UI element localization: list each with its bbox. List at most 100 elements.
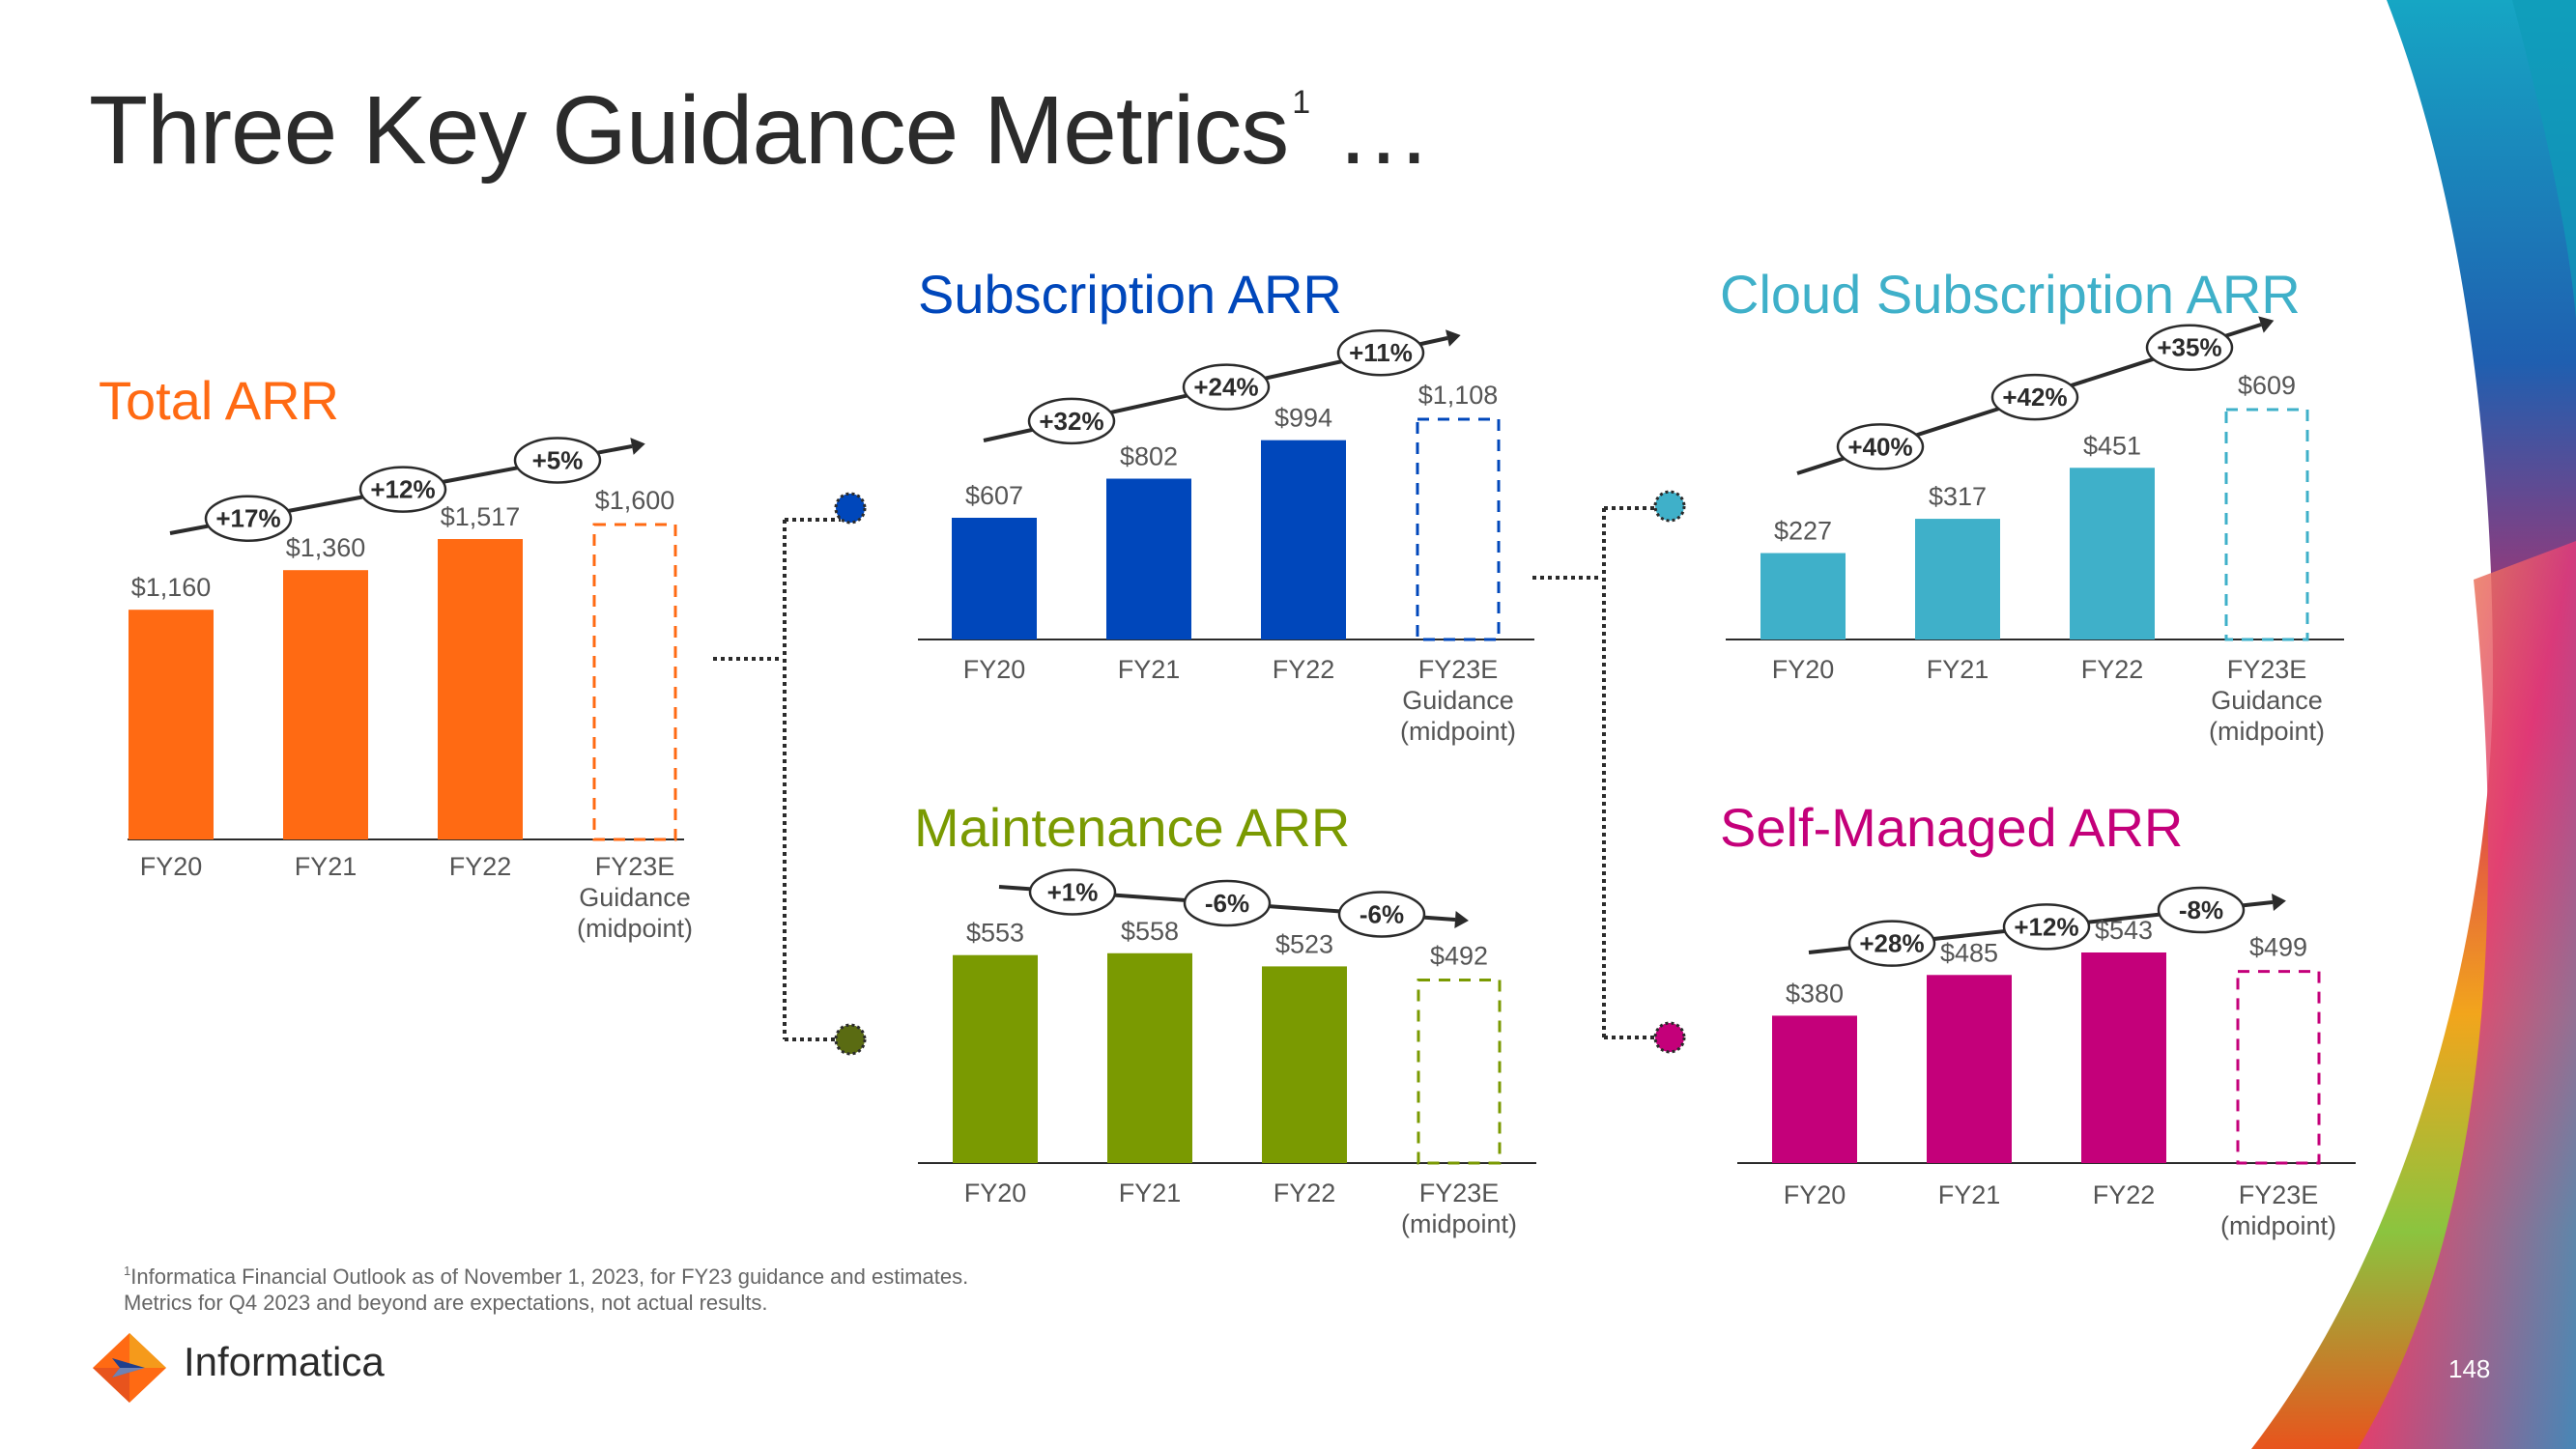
selfmanaged-trend-arrowhead xyxy=(2272,894,2286,911)
maintenance-bar-0 xyxy=(953,954,1038,1163)
total-value-label-2: $1,517 xyxy=(441,502,521,531)
cloud-category-label-1: FY21 xyxy=(1927,655,1989,684)
subscription-value-label-0: $607 xyxy=(965,481,1023,510)
footnote-text-2: Metrics for Q4 2023 and beyond are expec… xyxy=(124,1291,768,1315)
selfmanaged-growth-label-2: -8% xyxy=(2179,895,2223,924)
cloud-growth-badge-0 xyxy=(1836,423,1925,470)
maintenance-value-label-0: $553 xyxy=(966,919,1024,948)
subscription-growth-label-0: +32% xyxy=(1039,407,1103,436)
selfmanaged-bar-2 xyxy=(2081,952,2166,1163)
cloud-growth-label-2: +35% xyxy=(2157,333,2221,362)
maintenance-category-label-3: FY23E (midpoint) xyxy=(1401,1179,1517,1238)
total-growth-label-2: +5% xyxy=(532,445,584,474)
total-bar-0 xyxy=(129,610,214,839)
chart-title-total-arr: Total ARR xyxy=(99,370,339,431)
maintenance-value-label-1: $558 xyxy=(1121,917,1179,946)
connector-node-cloud xyxy=(1653,490,1686,523)
cloud-value-label-1: $317 xyxy=(1929,482,1987,511)
selfmanaged-value-label-0: $380 xyxy=(1786,979,1844,1008)
cloud-bar-1 xyxy=(1915,519,2000,639)
selfmanaged-bar-0 xyxy=(1772,1015,1857,1163)
page-title: Three Key Guidance Metrics 1 … xyxy=(89,75,1432,186)
selfmanaged-growth-label-0: +28% xyxy=(1859,929,1924,958)
subscription-bar-0 xyxy=(952,517,1037,639)
chart-title-maintenance-arr: Maintenance ARR xyxy=(914,797,1351,858)
selfmanaged-category-label-0: FY20 xyxy=(1784,1180,1846,1209)
subscription-growth-label-2: +11% xyxy=(1349,338,1413,367)
subscription-category-label-1: FY21 xyxy=(1118,655,1181,684)
total-category-label-0: FY20 xyxy=(140,852,203,881)
total-category-label-3: FY23E Guidance (midpoint) xyxy=(577,852,693,943)
maintenance-growth-label-2: -6% xyxy=(1360,900,1404,929)
maintenance-bar-3 xyxy=(1417,978,1502,1165)
footnote-text-1: Informatica Financial Outlook as of Nove… xyxy=(130,1264,969,1289)
maintenance-growth-badge-0 xyxy=(1028,868,1117,916)
total-bar-1 xyxy=(283,570,368,839)
connector-node-subscription xyxy=(834,492,867,525)
subscription-value-label-2: $994 xyxy=(1274,404,1332,433)
cloud-growth-badge-1 xyxy=(1990,373,2079,421)
selfmanaged-value-label-3: $499 xyxy=(2249,933,2307,962)
logo-wordmark: Informatica xyxy=(184,1339,385,1384)
total-value-label-3: $1,600 xyxy=(595,486,675,515)
chart-title-self-managed-arr: Self-Managed ARR xyxy=(1720,797,2184,858)
maintenance-growth-label-0: +1% xyxy=(1047,877,1099,906)
selfmanaged-category-label-3: FY23E (midpoint) xyxy=(2220,1180,2336,1240)
cloud-bar-0 xyxy=(1760,553,1846,639)
page-title-text: Three Key Guidance Metrics xyxy=(89,76,1289,185)
selfmanaged-category-label-2: FY22 xyxy=(2093,1180,2156,1209)
maintenance-category-label-0: FY20 xyxy=(964,1179,1027,1208)
total-growth-badge-0 xyxy=(204,495,293,542)
total-growth-label-0: +17% xyxy=(215,504,280,533)
selfmanaged-value-label-2: $543 xyxy=(2095,916,2153,945)
subscription-bar-1 xyxy=(1106,478,1191,639)
cloud-category-label-0: FY20 xyxy=(1772,655,1835,684)
maintenance-bar-2 xyxy=(1262,966,1347,1163)
subscription-bar-2 xyxy=(1261,440,1346,639)
total-trend-arrowhead xyxy=(630,438,645,455)
subscription-value-label-3: $1,108 xyxy=(1418,381,1499,410)
total-growth-label-1: +12% xyxy=(370,475,435,504)
chart-title-subscription-arr: Subscription ARR xyxy=(918,264,1342,325)
maintenance-growth-badge-1 xyxy=(1183,879,1272,927)
maintenance-value-label-3: $492 xyxy=(1430,941,1488,970)
maintenance-growth-label-1: -6% xyxy=(1205,889,1249,918)
title-footnote-marker: 1 xyxy=(1292,84,1310,121)
subscription-trend-arrowhead xyxy=(1445,329,1461,347)
subscription-category-label-3: FY23E Guidance (midpoint) xyxy=(1400,655,1516,746)
selfmanaged-growth-badge-2 xyxy=(2157,886,2246,934)
subscription-growth-badge-0 xyxy=(1027,397,1116,445)
total-value-label-0: $1,160 xyxy=(131,573,212,602)
total-bar-3 xyxy=(592,523,677,841)
informatica-logo-icon xyxy=(93,1333,166,1403)
informatica-logo: Informatica xyxy=(89,1329,408,1406)
cloud-value-label-3: $609 xyxy=(2238,371,2296,400)
subscription-growth-label-1: +24% xyxy=(1193,373,1258,402)
connector-node-maintenance xyxy=(834,1023,867,1056)
subscription-value-label-1: $802 xyxy=(1120,442,1178,471)
total-growth-badge-1 xyxy=(358,466,447,513)
footnote-line-1: 1Informatica Financial Outlook as of Nov… xyxy=(124,1258,968,1290)
selfmanaged-growth-badge-1 xyxy=(2002,903,2091,951)
cloud-growth-label-1: +42% xyxy=(2002,383,2067,412)
selfmanaged-growth-label-1: +12% xyxy=(2014,912,2078,941)
footnote: 1Informatica Financial Outlook as of Nov… xyxy=(124,1258,968,1316)
maintenance-category-label-2: FY22 xyxy=(1274,1179,1336,1208)
cloud-value-label-2: $451 xyxy=(2083,431,2141,460)
total-bar-2 xyxy=(438,539,523,839)
connector-node-self-managed xyxy=(1653,1021,1686,1054)
cloud-growth-label-0: +40% xyxy=(1847,432,1912,461)
subscription-growth-badge-2 xyxy=(1336,328,1425,377)
selfmanaged-category-label-1: FY21 xyxy=(1938,1180,2001,1209)
subscription-growth-badge-1 xyxy=(1182,363,1271,411)
cloud-category-label-2: FY22 xyxy=(2081,655,2144,684)
chart-title-cloud-subscription-arr: Cloud Subscription ARR xyxy=(1720,264,2301,325)
maintenance-trend-arrowhead xyxy=(1454,911,1469,928)
total-value-label-1: $1,360 xyxy=(286,533,366,562)
subscription-category-label-0: FY20 xyxy=(963,655,1026,684)
